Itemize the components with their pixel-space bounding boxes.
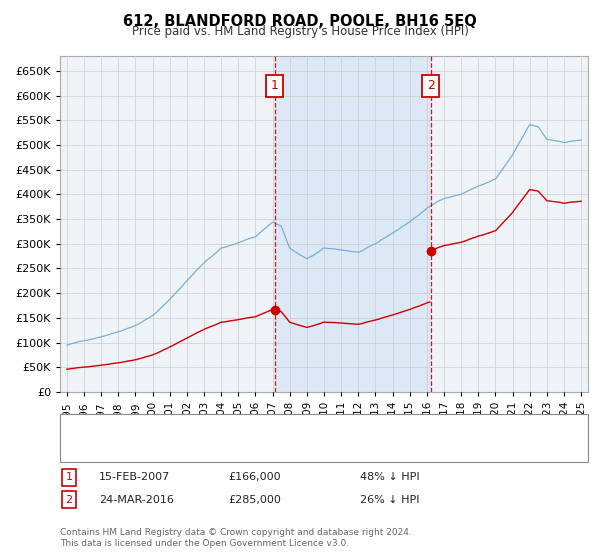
Text: 15-FEB-2007: 15-FEB-2007	[99, 472, 170, 482]
Text: Price paid vs. HM Land Registry's House Price Index (HPI): Price paid vs. HM Land Registry's House …	[131, 25, 469, 38]
Text: £285,000: £285,000	[228, 494, 281, 505]
Text: 612, BLANDFORD ROAD, POOLE, BH16 5EQ: 612, BLANDFORD ROAD, POOLE, BH16 5EQ	[123, 14, 477, 29]
Text: £166,000: £166,000	[228, 472, 281, 482]
Text: Contains HM Land Registry data © Crown copyright and database right 2024.
This d: Contains HM Land Registry data © Crown c…	[60, 528, 412, 548]
Text: 1: 1	[65, 472, 73, 482]
Text: 612, BLANDFORD ROAD, POOLE, BH16 5EQ (detached house): 612, BLANDFORD ROAD, POOLE, BH16 5EQ (de…	[120, 423, 458, 433]
Text: 1: 1	[271, 79, 278, 92]
Text: HPI: Average price, detached house, Dorset: HPI: Average price, detached house, Dors…	[120, 444, 359, 454]
Text: 2: 2	[65, 494, 73, 505]
Bar	[275, 56, 431, 392]
Text: 24-MAR-2016: 24-MAR-2016	[99, 494, 174, 505]
Text: 48% ↓ HPI: 48% ↓ HPI	[360, 472, 419, 482]
Text: 2: 2	[427, 79, 434, 92]
Text: 26% ↓ HPI: 26% ↓ HPI	[360, 494, 419, 505]
